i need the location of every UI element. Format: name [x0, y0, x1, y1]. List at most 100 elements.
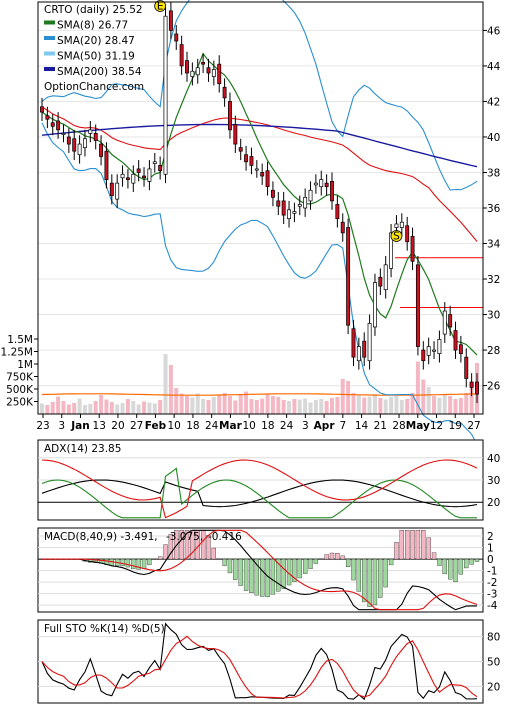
date-tick-label: 24 — [280, 420, 294, 432]
legend-title: CRTO (daily) 25.52 — [44, 4, 143, 16]
macd-histogram-bar — [141, 558, 147, 569]
event-marker — [154, 0, 167, 12]
volume-bar — [421, 379, 426, 414]
volume-bar — [442, 395, 447, 414]
macd-histogram-bar — [351, 558, 356, 581]
candle-body — [415, 264, 420, 347]
macd-histogram-bar — [356, 558, 362, 592]
macd-histogram-bar — [254, 558, 259, 596]
sma-8-line — [41, 52, 478, 356]
macd-histogram-bar — [120, 558, 125, 567]
panel-tick-label: -1 — [487, 566, 497, 578]
volume-bar — [346, 381, 351, 414]
volume-bar — [244, 391, 249, 414]
panel-title: Full STO %K(14) %D(5) — [44, 623, 165, 635]
candle-body — [56, 120, 61, 131]
candle-body — [265, 170, 270, 188]
average-volume-line — [41, 393, 478, 396]
candle-body — [399, 221, 404, 228]
candle-body — [442, 310, 447, 335]
panel-tick-label: -3 — [487, 589, 497, 601]
sma-200-line — [41, 123, 478, 168]
date-tick-label: 14 — [355, 420, 369, 432]
macd-histogram-bar — [324, 554, 329, 560]
volume-bar — [93, 401, 98, 414]
volume-bar — [50, 402, 55, 414]
candle-body — [195, 67, 200, 76]
legend-label: SMA(8) 26.77 — [57, 20, 128, 32]
panel-tick-label: 40 — [487, 453, 500, 465]
macd-histogram-bar — [238, 558, 243, 586]
candle-body — [45, 115, 50, 120]
macd-histogram-bar — [260, 558, 265, 597]
date-tick-label: 18 — [261, 420, 274, 432]
candle-body — [356, 346, 361, 362]
macd-signal-value: -3.075, — [166, 531, 203, 543]
macd-histogram-bar — [394, 542, 399, 560]
volume-bar — [40, 403, 44, 414]
legend-swatch — [44, 20, 55, 25]
candle-body — [276, 200, 281, 207]
legend-swatch — [44, 36, 55, 40]
macd-histogram-bar — [410, 530, 415, 560]
volume-bar — [356, 395, 361, 414]
macd-histogram-bar — [372, 558, 378, 606]
macd-histogram-bar — [378, 558, 383, 598]
candle-body — [66, 136, 71, 145]
candle-body — [142, 175, 146, 179]
candle-body — [351, 328, 356, 358]
volume-bar — [265, 394, 270, 414]
adx-line — [41, 479, 478, 508]
macd-histogram-bar — [249, 558, 254, 594]
candle-body — [254, 168, 259, 171]
legend-swatch — [44, 51, 55, 56]
date-tick-label: 12 — [430, 420, 443, 432]
date-tick-label: 7 — [339, 420, 346, 432]
volume-bar — [330, 398, 334, 414]
candle-body — [104, 150, 109, 180]
volume-bar — [61, 401, 66, 414]
candle-body — [72, 138, 77, 152]
watermark: OptionChance.com — [44, 81, 144, 93]
macd-histogram-bar — [222, 558, 227, 566]
candle-body — [77, 143, 82, 156]
price-axis: 26 28 30 32 34 36 38 40 42 44 46 — [483, 25, 501, 393]
candle-body — [93, 133, 98, 141]
volume-bar — [394, 396, 399, 414]
volume-bar — [142, 401, 147, 414]
macd-histogram-bar — [437, 558, 442, 566]
price-tick-label: 36 — [487, 203, 501, 215]
candle-body — [405, 225, 410, 243]
candle-body — [458, 344, 463, 354]
date-tick-label: Jan — [70, 420, 89, 432]
panel-title: ADX(14) 23.85 — [44, 443, 121, 455]
candle-body — [464, 356, 469, 379]
price-tick-label: 30 — [487, 310, 500, 322]
volume-bar — [238, 394, 243, 414]
panel-tick-label: 80 — [487, 632, 500, 644]
volume-bar — [335, 397, 340, 414]
date-tick-label: May — [406, 420, 430, 432]
candle-body — [389, 232, 394, 269]
candle-body — [270, 189, 275, 198]
price-tick-label: 46 — [487, 25, 501, 37]
macd-line — [42, 529, 477, 611]
price-frame — [37, 1, 484, 415]
date-tick-label: Feb — [145, 420, 167, 432]
volume-bar — [367, 396, 372, 414]
volume-bar — [233, 400, 238, 414]
plus-di-line — [41, 467, 477, 519]
volume-bar — [276, 397, 281, 414]
macd-histogram-bar — [335, 553, 340, 560]
macd-panel: 210-1-2-3-4 MACD(8,40,9) -3.491, -3.075, -0… — [37, 527, 498, 613]
candle-body — [190, 70, 195, 77]
candle-body — [211, 69, 216, 77]
price-overlays — [41, 0, 478, 445]
panel-tick-label: 50 — [487, 657, 500, 669]
panel-title: MACD(8,40,9) -3.491, — [44, 531, 158, 543]
macd-histogram-bar — [157, 556, 163, 560]
candle-body — [373, 282, 377, 328]
volume-bar — [426, 387, 431, 414]
volume-bar — [389, 397, 394, 414]
volume-bar — [109, 402, 114, 414]
